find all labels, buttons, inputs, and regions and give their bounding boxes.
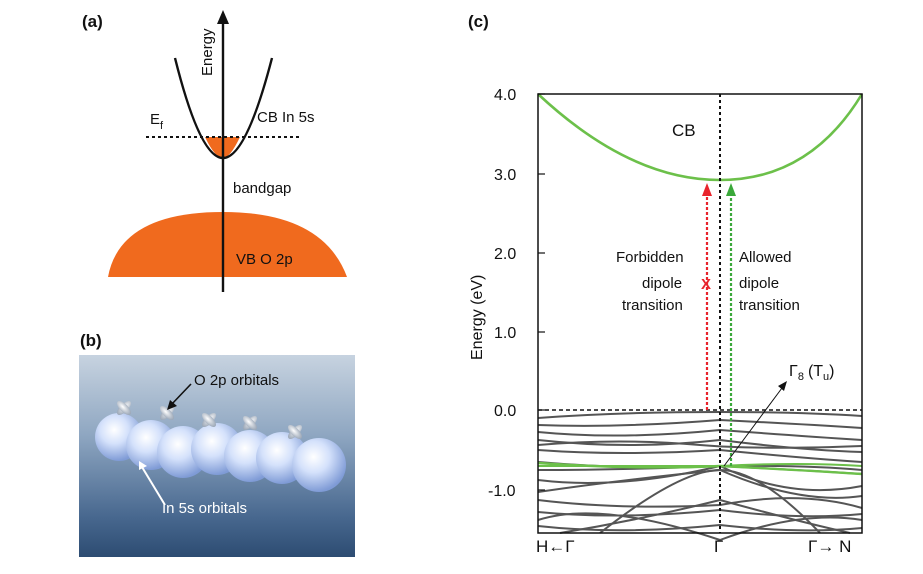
bandgap-label: bandgap bbox=[233, 180, 291, 197]
gamma8-pointer-head bbox=[778, 381, 787, 391]
in-5s-arrow bbox=[141, 466, 166, 506]
x-tick-gamma: Γ bbox=[714, 537, 723, 556]
gamma8-pointer-line bbox=[723, 387, 783, 467]
gamma8-tu-label: Γ8 (Tu) bbox=[789, 363, 835, 383]
plot-frame bbox=[537, 93, 863, 534]
x-tick-gamma-n: Γ→ N bbox=[808, 537, 851, 556]
allowed-line-1: Allowed bbox=[739, 249, 792, 266]
o-2p-orbital-lobes bbox=[117, 401, 302, 439]
allowed-line-2: dipole bbox=[739, 275, 779, 292]
cb-label: CB bbox=[672, 121, 696, 140]
forbidden-arrowhead bbox=[702, 183, 712, 196]
forbidden-line-1: Forbidden bbox=[616, 249, 684, 266]
y-tick-2: 2.0 bbox=[494, 246, 516, 263]
green-valence-band-2 bbox=[538, 463, 863, 468]
conduction-band-curve bbox=[537, 93, 864, 182]
in-5s-arrowhead bbox=[139, 461, 147, 470]
forbidden-cross-mark: X bbox=[701, 276, 711, 293]
x-tick-h-gamma: H←Γ bbox=[536, 537, 575, 556]
energy-axis-arrowhead bbox=[217, 10, 229, 24]
fermi-level-subscript: f bbox=[160, 120, 164, 132]
vb-label: VB O 2p bbox=[236, 251, 293, 268]
o-2p-arrow bbox=[170, 383, 192, 406]
o-2p-arrowhead bbox=[167, 400, 177, 410]
allowed-arrowhead bbox=[726, 183, 736, 196]
y-axis-label: Energy (eV) bbox=[469, 275, 486, 360]
energy-axis-label: Energy bbox=[199, 28, 216, 76]
forbidden-line-3: transition bbox=[622, 297, 683, 314]
in-5s-orbitals-label: In 5s orbitals bbox=[162, 500, 247, 517]
y-tick-marks bbox=[538, 93, 545, 491]
y-tick-3: 3.0 bbox=[494, 167, 516, 184]
panel-a-letter: (a) bbox=[82, 12, 103, 31]
y-tick-0: 0.0 bbox=[494, 403, 516, 420]
cb-label: CB In 5s bbox=[257, 109, 315, 126]
y-tick-minus1: -1.0 bbox=[488, 483, 516, 500]
o-2p-orbitals-label: O 2p orbitals bbox=[194, 372, 279, 389]
in-5s-sphere-row bbox=[95, 413, 346, 492]
valence-band-dome bbox=[108, 212, 347, 277]
panel-c-letter: (c) bbox=[468, 12, 489, 31]
panel-b-orbital-image: O 2p orbitals In 5s orbitals bbox=[79, 355, 355, 557]
forbidden-line-2: dipole bbox=[642, 275, 682, 292]
fermi-level-label: Ef bbox=[150, 111, 164, 132]
allowed-line-3: transition bbox=[739, 297, 800, 314]
y-tick-1: 1.0 bbox=[494, 325, 516, 342]
y-tick-4: 4.0 bbox=[494, 87, 516, 104]
valence-band-lines bbox=[537, 410, 863, 542]
